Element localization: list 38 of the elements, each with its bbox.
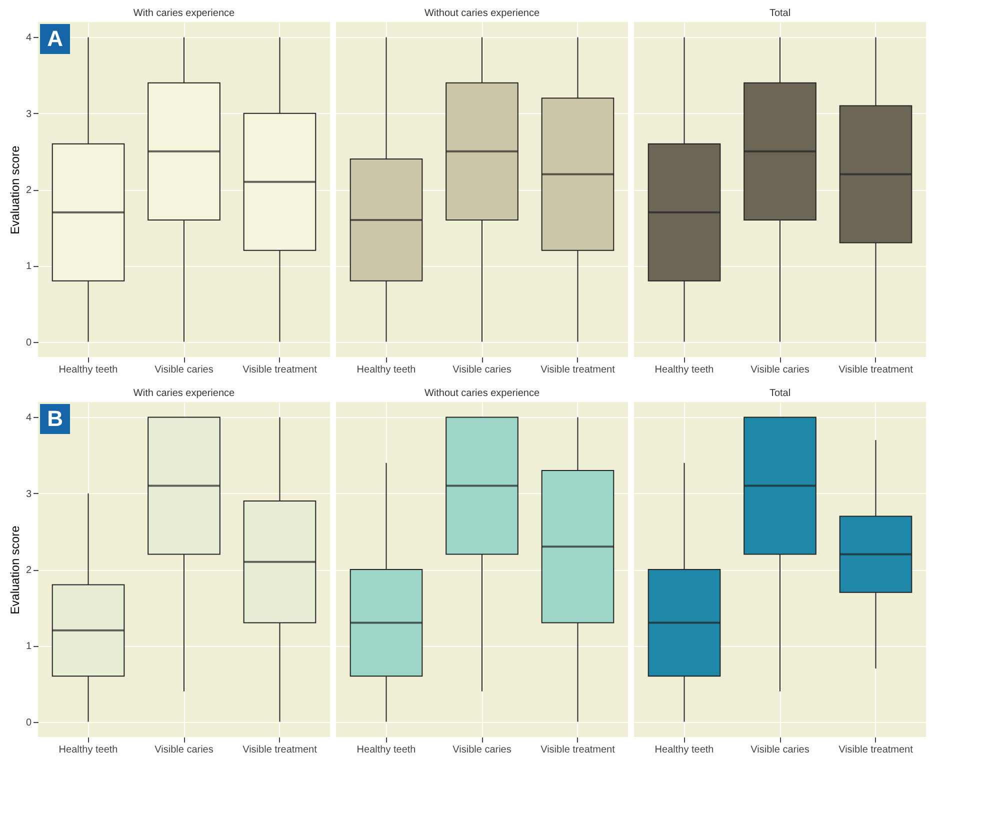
chart-title: With caries experience — [133, 8, 236, 19]
x-tick-label: Visible treatment — [838, 744, 914, 756]
y-tick-label: 3 — [26, 488, 32, 500]
chart-title: Total — [769, 388, 791, 399]
x-tick-label: Visible treatment — [242, 744, 318, 756]
y-axis-title: Evaluation score — [8, 145, 22, 234]
y-tick-label: 1 — [26, 641, 32, 652]
x-tick-label: Visible treatment — [838, 364, 914, 376]
y-tick-label: 2 — [26, 185, 32, 196]
x-tick-label: Visible caries — [750, 364, 810, 376]
y-axis-title: Evaluation score — [8, 525, 22, 614]
x-tick-label: Healthy teeth — [654, 744, 714, 756]
chart-title: With caries experience — [133, 388, 236, 399]
chart-title: Without caries experience — [424, 8, 540, 19]
y-tick-label: 0 — [26, 717, 32, 728]
x-tick-label: Visible caries — [750, 744, 810, 756]
x-tick-label: Healthy teeth — [58, 744, 118, 756]
annotation: A — [47, 26, 64, 51]
y-tick-label: 1 — [26, 261, 32, 272]
y-tick-label: 2 — [26, 565, 32, 576]
x-tick-label: Visible treatment — [540, 744, 616, 756]
x-tick-label: Visible treatment — [242, 364, 318, 376]
x-tick-label: Visible caries — [452, 744, 512, 756]
x-tick-label: Visible caries — [452, 364, 512, 376]
y-tick-label: 4 — [26, 412, 32, 424]
x-tick-label: Visible caries — [154, 744, 214, 756]
x-tick-label: Visible treatment — [540, 364, 616, 376]
y-tick-label: 3 — [26, 108, 32, 120]
annotation: B — [47, 406, 63, 431]
x-tick-label: Healthy teeth — [654, 364, 714, 376]
chart-title: Without caries experience — [424, 388, 540, 399]
x-tick-label: Healthy teeth — [356, 744, 416, 756]
y-tick-label: 0 — [26, 337, 32, 348]
x-tick-label: Healthy teeth — [356, 364, 416, 376]
y-tick-label: 4 — [26, 32, 32, 44]
chart-title: Total — [769, 8, 791, 19]
x-tick-label: Healthy teeth — [58, 364, 118, 376]
x-tick-label: Visible caries — [154, 364, 214, 376]
